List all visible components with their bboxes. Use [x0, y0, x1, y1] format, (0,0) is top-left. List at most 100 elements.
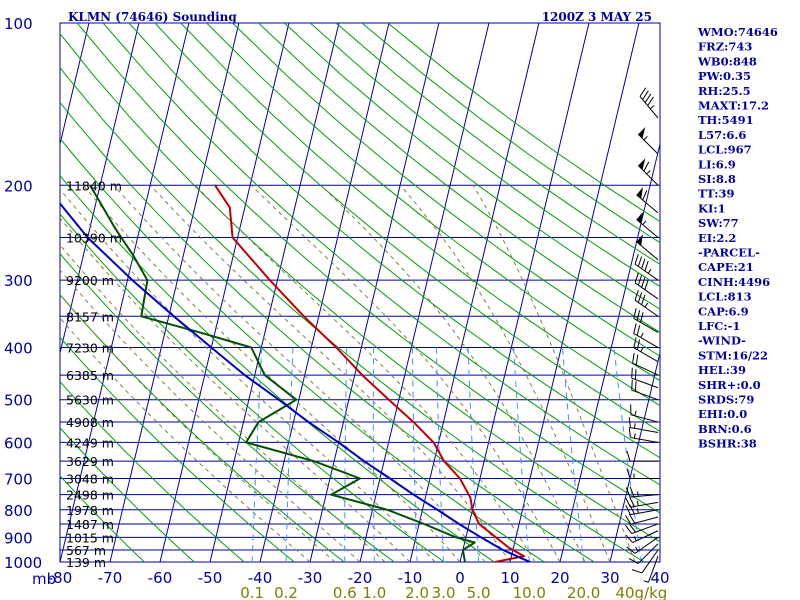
index-item: SHR+:0.0	[698, 378, 761, 392]
moist-adiabat	[320, 184, 586, 562]
wind-barb-full	[643, 161, 650, 172]
dewpoint-trace-point	[263, 374, 266, 376]
wind-barb-full	[626, 468, 631, 479]
mixing-ratio-label: 20.0	[567, 584, 600, 600]
moist-adiabat	[400, 184, 611, 562]
mixing-ratio-label: 3.0	[432, 584, 456, 600]
pressure-tick-label: 700	[4, 471, 33, 489]
height-label: 4249 m	[66, 435, 114, 450]
wind-barb-full	[626, 451, 631, 462]
temperature-trace-point	[302, 315, 305, 318]
index-item: TH:5491	[698, 113, 754, 127]
index-item: -WIND-	[698, 334, 746, 348]
wind-barb-half	[643, 135, 648, 141]
wind-barb-full	[628, 427, 631, 438]
index-item: SRDS:79	[698, 393, 754, 407]
pressure-tick-label: 100	[4, 15, 33, 33]
isotherm-line	[559, 141, 660, 562]
wind-barb	[631, 379, 659, 401]
temperature-tick-label: -60	[148, 569, 173, 587]
index-item: BSHR:38	[698, 437, 757, 451]
wind-barb	[636, 234, 659, 261]
wind-barb-flag	[636, 234, 643, 246]
wind-barb	[625, 523, 659, 535]
wind-barb-half	[636, 500, 639, 506]
dewpoint-trace-point	[386, 508, 389, 511]
wind-barb	[633, 323, 659, 348]
grid-layer	[60, 23, 660, 562]
parcel-trace-point	[389, 477, 391, 480]
wind-barb	[636, 211, 659, 238]
moist-adiabat	[60, 317, 311, 562]
temperature-tick-label: -30	[298, 569, 323, 587]
dewpoint-trace-point	[146, 279, 149, 281]
dry-adiabat	[283, 23, 660, 310]
wind-barb-full	[637, 292, 643, 303]
mixing-ratio-line	[562, 347, 585, 562]
height-label: 1015 m	[66, 530, 114, 545]
dry-adiabat	[206, 23, 660, 382]
wind-barb-full	[625, 505, 631, 515]
dry-adiabat	[258, 23, 660, 333]
parcel-trace-point	[131, 279, 134, 281]
series-layer	[60, 184, 531, 562]
wind-barb-staff	[641, 549, 659, 574]
wind-barb-staff	[634, 263, 659, 281]
wind-barb	[631, 549, 659, 574]
wind-barb-full	[628, 558, 639, 564]
index-item: LCL:967	[698, 143, 752, 157]
wind-barb-half	[633, 536, 637, 542]
wind-barb	[636, 187, 659, 214]
dewpoint-trace-point	[313, 460, 315, 462]
index-item: WMO:74646	[697, 25, 778, 39]
dewpoint-trace-point	[464, 561, 466, 562]
wind-barb-full	[644, 93, 652, 103]
wind-barb-full	[631, 569, 643, 574]
wind-barb-full	[644, 260, 649, 272]
index-item: SW:77	[698, 216, 739, 230]
wind-barb	[630, 404, 659, 423]
dry-adiabat	[60, 66, 646, 562]
height-label: 10390 m	[66, 230, 122, 245]
temperature-trace-point	[478, 523, 480, 525]
wind-barb-staff	[633, 347, 659, 363]
wind-barb-full	[634, 272, 639, 284]
index-item: CAP:6.9	[698, 304, 749, 318]
temperature-trace-point	[432, 441, 435, 444]
wind-barb-full	[647, 96, 654, 106]
wind-barb-staff	[630, 494, 659, 498]
dry-adiabat	[335, 23, 660, 265]
wind-barb-full	[636, 310, 641, 321]
height-label: 139 m	[66, 555, 106, 570]
temperature-tick-label: -10	[398, 569, 423, 587]
wind-barb-full	[634, 254, 639, 265]
temperature-trace-point	[523, 555, 525, 557]
height-label: 8157 m	[66, 309, 114, 324]
parcel-trace-point	[458, 523, 460, 525]
temperature-trace-point	[269, 279, 271, 281]
dewpoint-trace-point	[89, 184, 91, 187]
dry-adiabat	[60, 137, 546, 562]
pressure-tick-label: 600	[4, 434, 33, 452]
pressure-tick-label: 500	[4, 392, 33, 410]
wind-barb-full	[625, 487, 631, 498]
wind-barb	[626, 451, 658, 462]
index-item: LI:6.9	[698, 157, 736, 171]
wind-barb-half	[649, 105, 655, 110]
parcel-trace-point	[210, 346, 213, 349]
parcel-trace-point	[86, 236, 89, 239]
wind-barb-half	[640, 347, 644, 352]
height-label: 1487 m	[66, 517, 114, 532]
index-item: MAXT:17.2	[698, 99, 769, 113]
index-item: LCL:813	[698, 290, 752, 304]
temperature-trace-point	[412, 421, 415, 423]
dry-adiabat	[60, 101, 596, 562]
wind-barb-full	[633, 308, 637, 319]
pressure-tick-label: 800	[4, 502, 33, 520]
wind-barb-half	[633, 433, 636, 439]
wind-barb	[628, 427, 659, 443]
wind-barb-full	[639, 87, 647, 97]
parcel-trace-point	[529, 561, 531, 562]
parcel-trace-point	[363, 460, 365, 462]
